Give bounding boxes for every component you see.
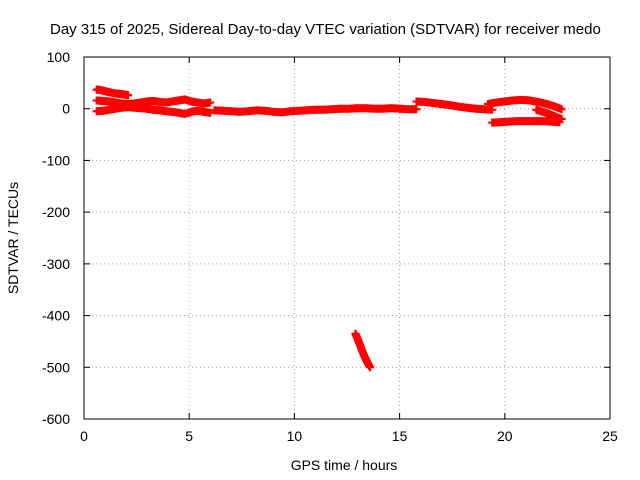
x-tick-label: 20 [497, 428, 513, 444]
data-points [92, 85, 566, 372]
series-main-band-top [92, 95, 215, 109]
tick-labels: 0 5 10 15 20 25 100 0 -100 -200 -300 -400 -500 -600 [42, 49, 618, 444]
x-tick-label: 25 [602, 428, 618, 444]
data-point [557, 105, 566, 114]
x-tick-label: 10 [287, 428, 303, 444]
data-point [206, 108, 215, 117]
series-central-track [210, 104, 421, 117]
data-point [412, 105, 421, 114]
y-tick-label: -100 [42, 152, 70, 168]
x-tick-label: 5 [185, 428, 193, 444]
y-axis-label: SDTVAR / TECUs [5, 182, 21, 294]
y-tick-label: 100 [47, 49, 71, 65]
y-tick-label: -200 [42, 204, 70, 220]
series-main-band-bottom [92, 103, 215, 118]
plot-frame [83, 56, 611, 420]
x-axis-label: GPS time / hours [291, 457, 398, 473]
series-right-track [412, 97, 497, 114]
series-far-right-inner [532, 105, 566, 124]
x-tick-label: 0 [80, 428, 88, 444]
series-upper-left-track [92, 85, 133, 100]
chart-title: Day 315 of 2025, Sidereal Day-to-day VTE… [50, 21, 601, 38]
data-point [557, 115, 566, 124]
data-point [206, 98, 215, 107]
y-tick-label: -300 [42, 256, 70, 272]
series-outlier-arc [351, 329, 375, 372]
x-tick-label: 15 [392, 428, 408, 444]
y-tick-label: -400 [42, 308, 70, 324]
grid [84, 57, 610, 419]
data-point [124, 91, 133, 100]
series-far-right-loop-upper [483, 95, 566, 114]
y-tick-label: -500 [42, 359, 70, 375]
y-tick-label: -600 [42, 411, 70, 427]
data-point [366, 363, 375, 372]
y-tick-label: 0 [62, 101, 70, 117]
